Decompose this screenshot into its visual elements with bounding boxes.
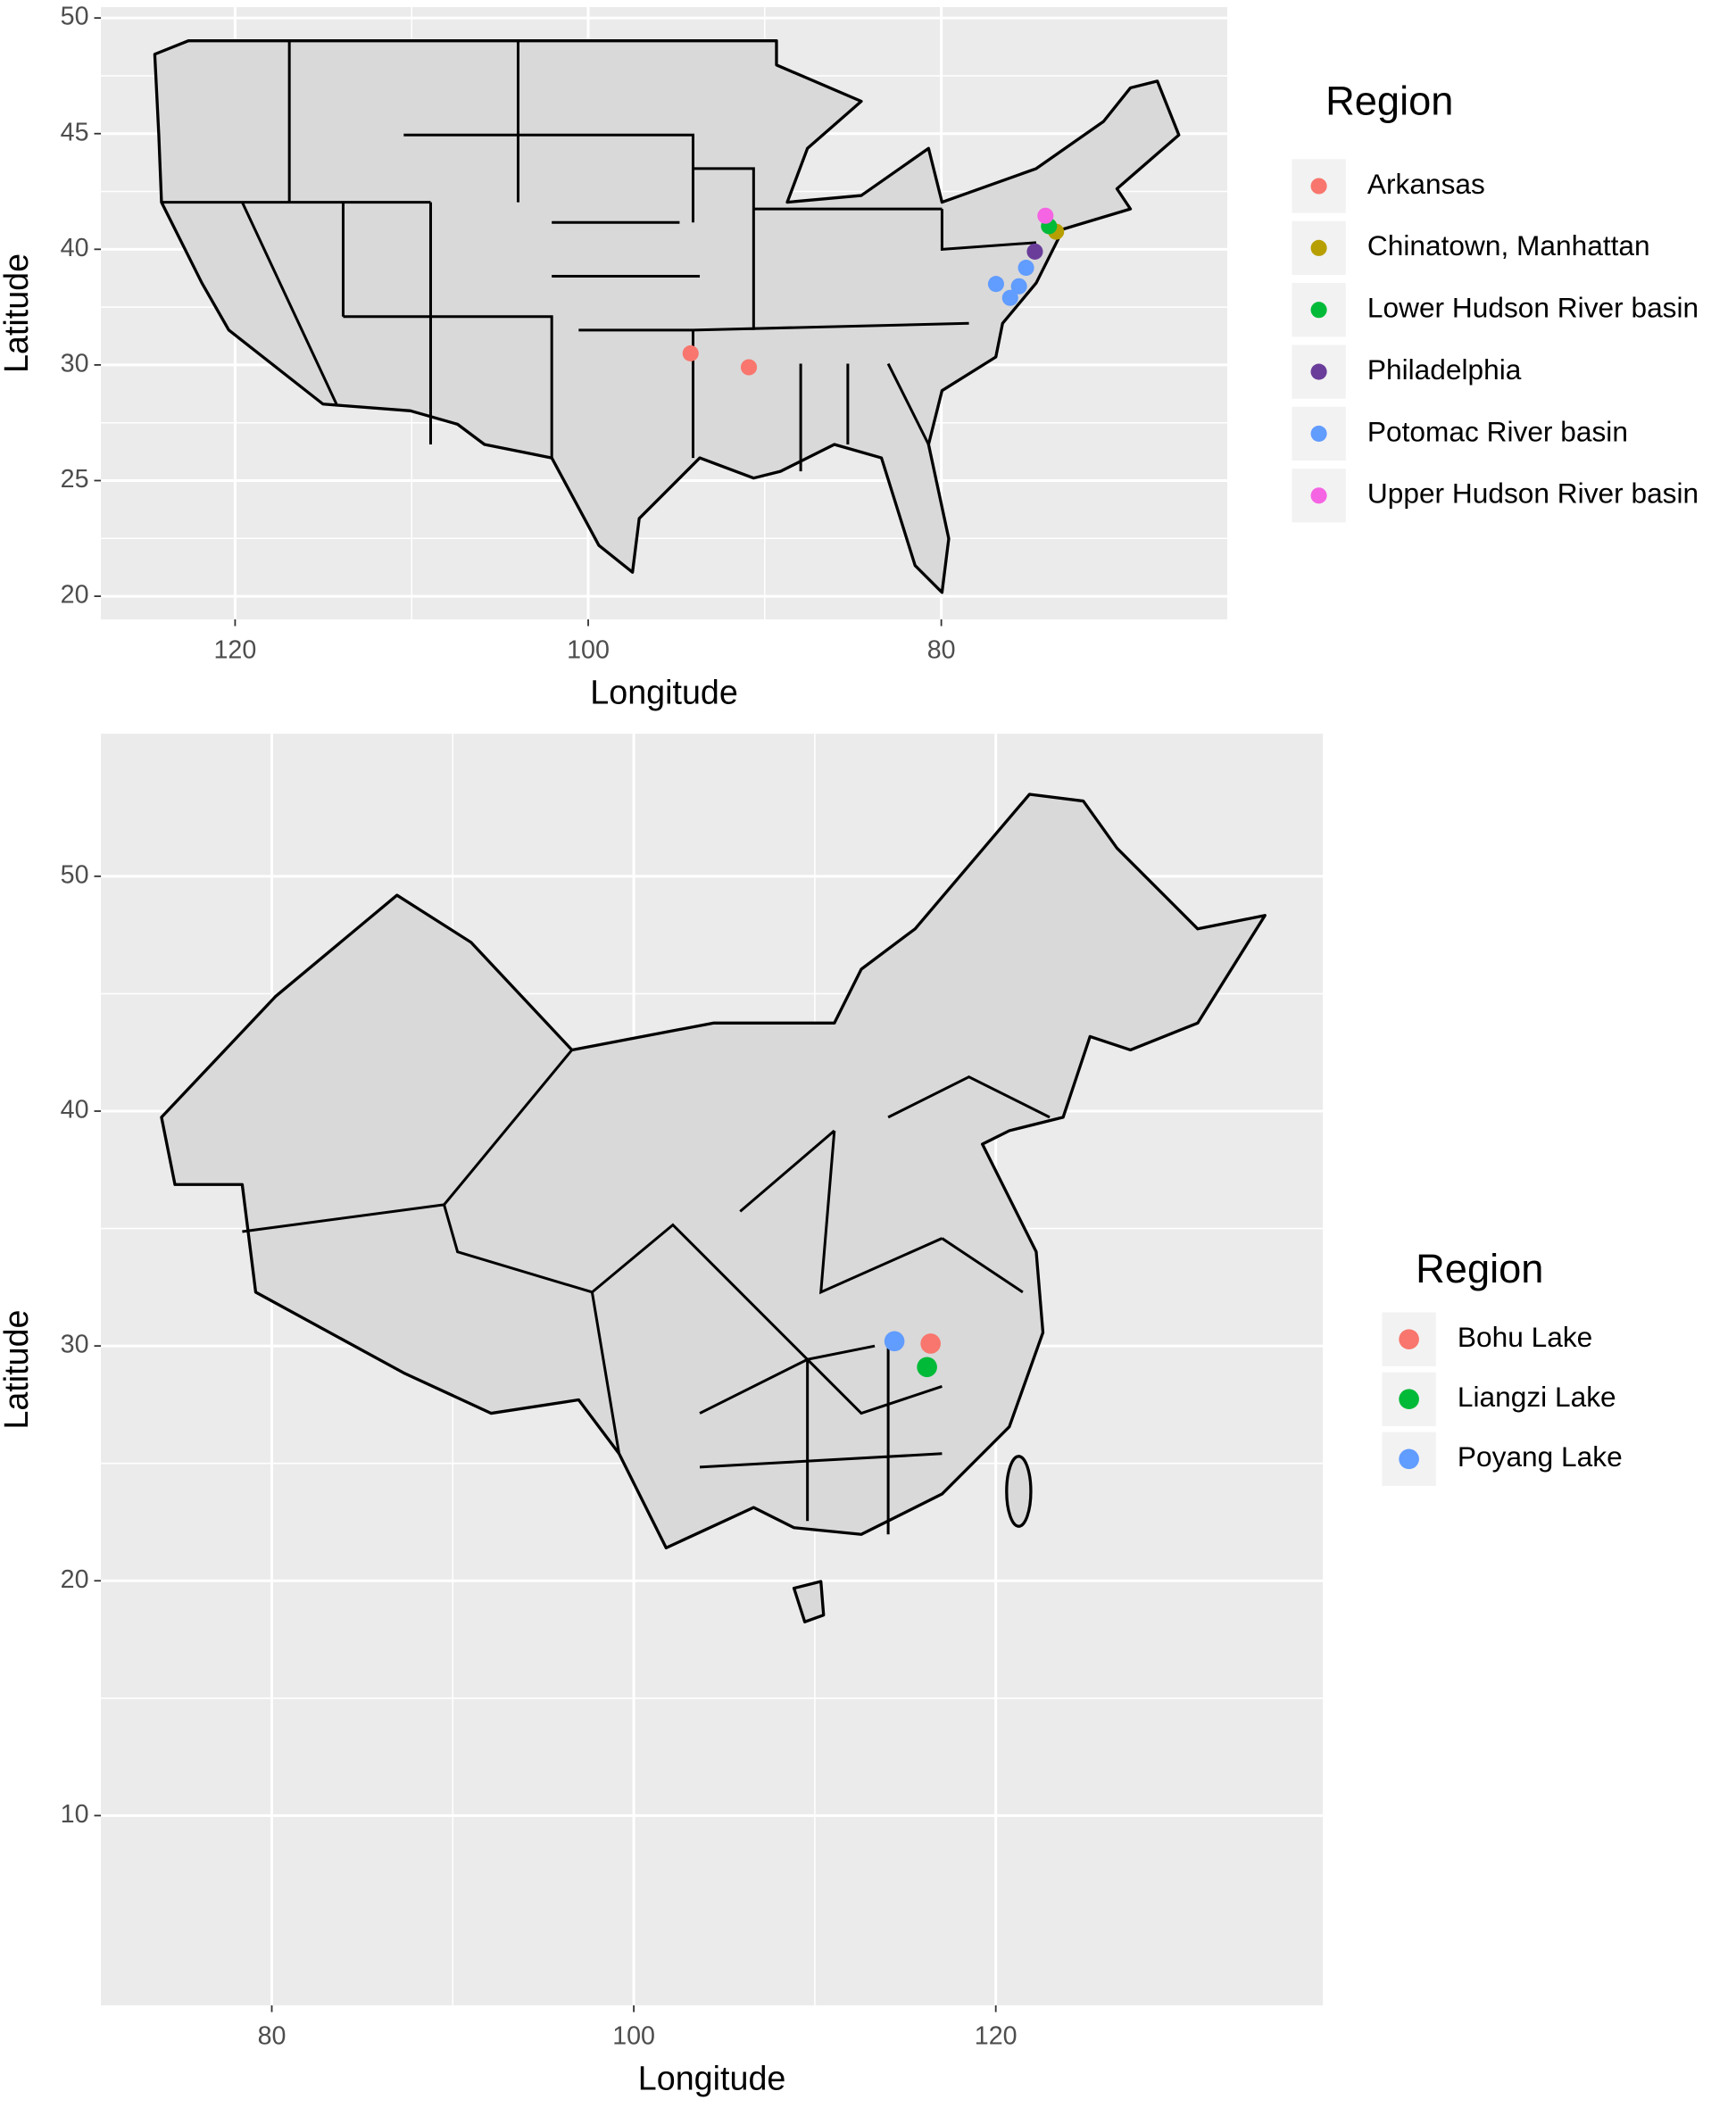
us-map xyxy=(153,39,1181,594)
y-axis-title: Latitude xyxy=(0,253,35,373)
legend-key xyxy=(1310,487,1327,504)
legend-key xyxy=(1310,178,1327,195)
china-outline xyxy=(160,793,1267,1550)
legend-label: Arkansas xyxy=(1367,168,1485,200)
legend-key xyxy=(1310,302,1327,319)
legend-label: Chinatown, Manhattan xyxy=(1367,229,1650,261)
province-borders xyxy=(242,1049,1051,1535)
legend-key xyxy=(1310,363,1327,380)
legend-label: Potomac River basin xyxy=(1367,415,1628,447)
legend-key xyxy=(1399,1329,1419,1349)
y-tick-label: 40 xyxy=(61,234,89,262)
y-tick-label: 50 xyxy=(61,860,89,889)
legend-title: Region xyxy=(1416,1246,1543,1291)
legend-key xyxy=(1399,1389,1419,1410)
point xyxy=(682,344,699,361)
y-tick-label: 20 xyxy=(61,581,89,610)
x-tick-label: 80 xyxy=(927,636,956,665)
y-tick-label: 25 xyxy=(61,465,89,494)
point xyxy=(1026,243,1043,260)
point xyxy=(920,1333,941,1354)
y-tick-label: 30 xyxy=(61,349,89,378)
point xyxy=(987,276,1004,293)
legend-key xyxy=(1310,425,1327,442)
x-axis-title: Longitude xyxy=(590,673,738,710)
x-tick-label: 120 xyxy=(214,636,257,665)
x-tick-label: 80 xyxy=(258,2022,287,2051)
point xyxy=(1001,289,1018,306)
hainan xyxy=(792,1580,826,1623)
y-tick-label: 30 xyxy=(61,1331,89,1359)
y-tick-label: 40 xyxy=(61,1096,89,1125)
x-axis-title: Longitude xyxy=(638,2059,786,2096)
legend-key xyxy=(1310,239,1327,256)
point xyxy=(740,359,758,376)
y-axis-title: Latitude xyxy=(0,1310,35,1430)
legend-label: Upper Hudson River basin xyxy=(1367,477,1699,510)
points xyxy=(884,1331,941,1378)
legend-label: Poyang Lake xyxy=(1458,1440,1623,1473)
taiwan xyxy=(1005,1455,1033,1528)
y-tick-label: 20 xyxy=(61,1565,89,1594)
legend-label: Lower Hudson River basin xyxy=(1367,292,1699,324)
point xyxy=(1037,207,1054,224)
point xyxy=(884,1331,905,1352)
legend-title: Region xyxy=(1325,78,1453,123)
legend-label: Philadelphia xyxy=(1367,353,1522,386)
legend-key xyxy=(1399,1448,1419,1470)
y-tick-label: 10 xyxy=(61,1800,89,1829)
y-tick-label: 50 xyxy=(61,3,89,31)
us-outline xyxy=(153,39,1181,594)
x-tick-label: 120 xyxy=(975,2022,1018,2051)
legend-label: Liangzi Lake xyxy=(1458,1381,1616,1413)
state-borders xyxy=(161,40,1037,472)
point xyxy=(1018,260,1034,277)
legends: Arkansas Chinatown, Manhattan Lower Hudson… xyxy=(1292,78,1699,1486)
china-map xyxy=(160,793,1267,1623)
legend-label: Bohu Lake xyxy=(1458,1321,1592,1353)
point xyxy=(917,1357,937,1378)
x-tick-label: 100 xyxy=(612,2022,655,2051)
x-tick-label: 100 xyxy=(567,636,610,665)
points xyxy=(682,207,1065,376)
y-tick-label: 45 xyxy=(61,118,89,146)
point xyxy=(1010,278,1027,295)
